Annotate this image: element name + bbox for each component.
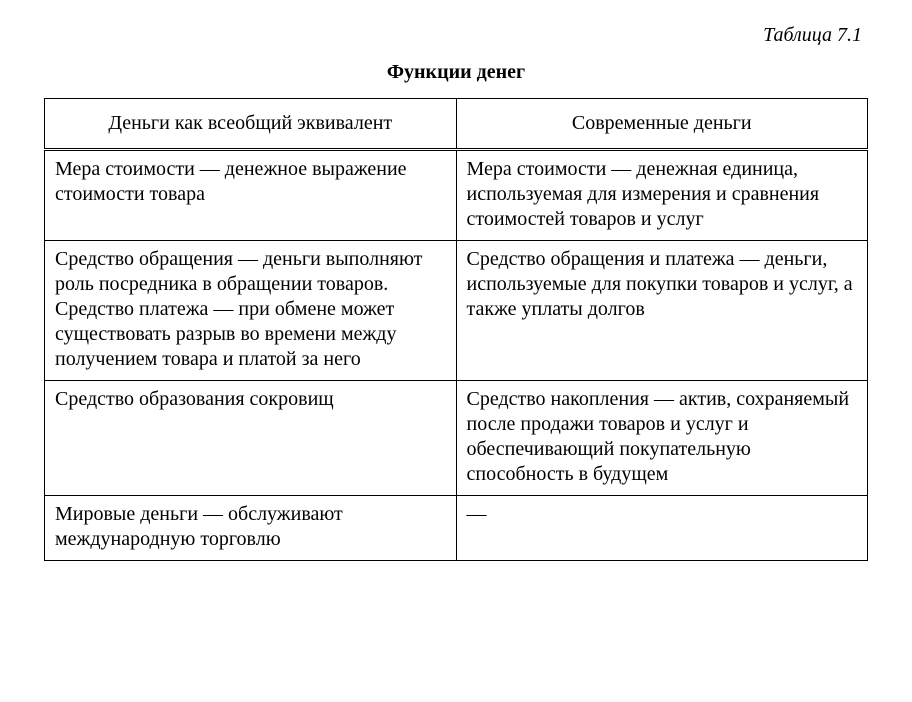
table-row: Средство обращения — деньги выполняют ро… [45, 241, 868, 381]
cell: Средство накопления — актив, со­храняемы… [456, 381, 868, 496]
functions-of-money-table: Деньги как всеобщий эквивалент Современн… [44, 98, 868, 561]
cell: Средство обращения и платежа — деньги, и… [456, 241, 868, 381]
cell: Мера стоимости — денежное выра­жение сто… [45, 150, 457, 241]
table-header-row: Деньги как всеобщий эквивалент Современн… [45, 99, 868, 150]
column-header: Современные деньги [456, 99, 868, 150]
cell: Средство обращения — деньги выполняют ро… [45, 241, 457, 381]
table-row: Мировые деньги — обслуживают международн… [45, 496, 868, 561]
table-row: Мера стоимости — денежное выра­жение сто… [45, 150, 868, 241]
table-caption: Таблица 7.1 [44, 24, 868, 47]
table-title: Функции денег [44, 61, 868, 84]
cell: Средство образования сокровищ [45, 381, 457, 496]
cell: — [456, 496, 868, 561]
cell: Мера стоимости — денежная еди­ница, испо… [456, 150, 868, 241]
table-row: Средство образования сокровищ Средство н… [45, 381, 868, 496]
column-header: Деньги как всеобщий эквивалент [45, 99, 457, 150]
cell: Мировые деньги — обслуживают международн… [45, 496, 457, 561]
